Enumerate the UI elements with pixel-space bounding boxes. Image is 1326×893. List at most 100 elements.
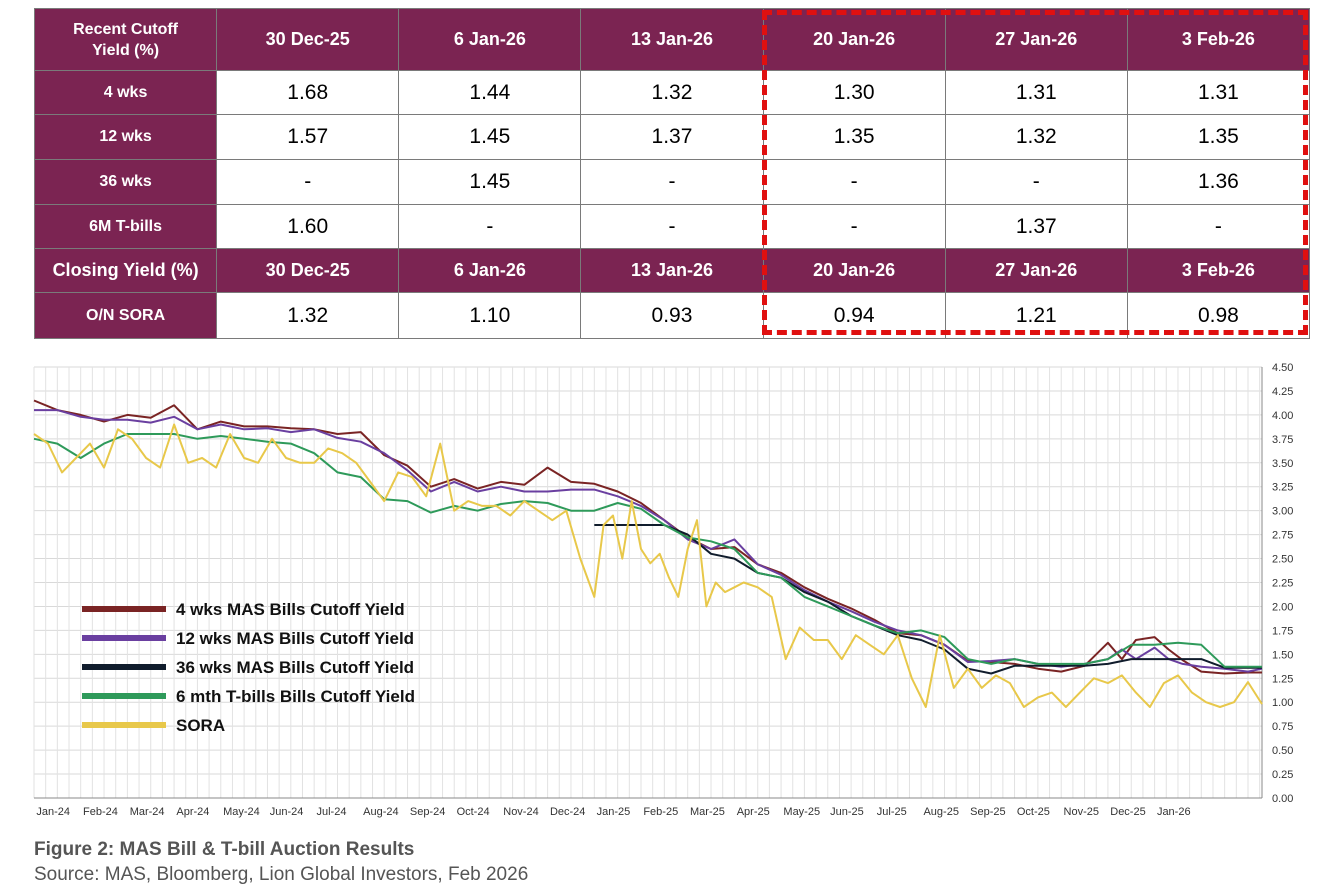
row-label: O/N SORA (33, 292, 218, 339)
header-date: 13 Jan-26 (580, 8, 764, 71)
table-row: 6M T-bills 1.60 - - - 1.37 - (33, 204, 1311, 249)
table-cell: 1.32 (944, 114, 1128, 160)
x-tick-label: Aug-25 (923, 806, 958, 818)
series-line-4 (33, 423, 1263, 708)
x-tick-label: Sep-25 (970, 806, 1005, 818)
y-tick-label: 2.00 (1272, 601, 1293, 613)
header-date: 13 Jan-26 (580, 248, 764, 293)
x-tick-label: Sep-24 (410, 806, 445, 818)
y-tick-label: 0.75 (1272, 721, 1293, 733)
yield-table: Recent Cutoff Yield (%) 30 Dec-25 6 Jan-… (33, 8, 1311, 339)
y-tick-label: 3.25 (1272, 482, 1293, 494)
x-tick-label: Aug-24 (363, 806, 398, 818)
x-tick-label: Jan-25 (597, 806, 631, 818)
table-cell: 1.21 (944, 292, 1128, 339)
table-cell: 1.30 (762, 70, 946, 115)
y-tick-label: 4.25 (1272, 386, 1293, 398)
y-tick-label: 1.00 (1272, 697, 1293, 709)
y-tick-label: 2.25 (1272, 578, 1293, 590)
table-cell: 1.31 (944, 70, 1128, 115)
y-tick-label: 1.25 (1272, 673, 1293, 685)
x-tick-label: Feb-24 (83, 806, 118, 818)
x-tick-label: Jun-24 (270, 806, 304, 818)
x-tick-label: Nov-25 (1064, 806, 1099, 818)
table-cell: 1.35 (1126, 114, 1311, 160)
header-date: 20 Jan-26 (762, 8, 946, 71)
legend-label: 36 wks MAS Bills Cutoff Yield (176, 658, 414, 677)
header-date: 6 Jan-26 (398, 248, 582, 293)
x-tick-label: Jul-24 (316, 806, 346, 818)
table-cell: - (398, 204, 582, 249)
row-label: 36 wks (33, 159, 218, 205)
y-tick-label: 1.50 (1272, 649, 1293, 661)
x-tick-label: Feb-25 (643, 806, 678, 818)
x-tick-label: May-24 (223, 806, 260, 818)
figure-title: Figure 2: MAS Bill & T-bill Auction Resu… (34, 839, 415, 860)
header-date: 3 Feb-26 (1126, 8, 1311, 71)
table-cell: 1.31 (1126, 70, 1311, 115)
table-cell: 1.10 (398, 292, 582, 339)
y-tick-label: 4.50 (1272, 362, 1293, 374)
table-cell: 1.32 (580, 70, 764, 115)
y-tick-label: 3.75 (1272, 434, 1293, 446)
table-row: 4 wks 1.68 1.44 1.32 1.30 1.31 1.31 (33, 70, 1311, 115)
x-tick-label: Oct-24 (457, 806, 490, 818)
x-tick-label: Oct-25 (1017, 806, 1050, 818)
table-cell: 1.45 (398, 159, 582, 205)
table-row: O/N SORA 1.32 1.10 0.93 0.94 1.21 0.98 (33, 292, 1311, 339)
x-tick-label: Apr-25 (737, 806, 770, 818)
axes: 4.50 4.25 4.00 3.75 3.50 3.25 3.00 2.75 2.50 2.25… (34, 362, 1293, 818)
header-date: 6 Jan-26 (398, 8, 582, 71)
x-tick-label: Mar-25 (690, 806, 725, 818)
x-tick-label: Jun-25 (830, 806, 864, 818)
y-tick-label: 3.50 (1272, 458, 1293, 470)
table-cell: 1.32 (216, 292, 400, 339)
table-cell: - (580, 204, 764, 249)
table-row: 12 wks 1.57 1.45 1.37 1.35 1.32 1.35 (33, 114, 1311, 160)
header-date: 27 Jan-26 (944, 248, 1128, 293)
table-cell: 1.37 (580, 114, 764, 160)
gridlines (33, 366, 1262, 799)
header-date: 30 Dec-25 (216, 248, 400, 293)
table-cell: 1.35 (762, 114, 946, 160)
table-cell: 0.98 (1126, 292, 1311, 339)
row-label: 12 wks (33, 114, 218, 160)
x-tick-label: Mar-24 (130, 806, 165, 818)
y-tick-label: 2.50 (1272, 554, 1293, 566)
series-lines (33, 399, 1263, 708)
x-tick-label: Jan-26 (1157, 806, 1191, 818)
table-cell: 1.68 (216, 70, 400, 115)
table-cell: 1.45 (398, 114, 582, 160)
series-line-2 (594, 524, 1262, 675)
series-line-3 (33, 433, 1262, 668)
y-tick-label: 0.00 (1272, 793, 1293, 805)
header-corner-line-1: Recent Cutoff (73, 20, 179, 38)
legend-label: SORA (176, 716, 225, 735)
line-chart: 4.50 4.25 4.00 3.75 3.50 3.25 3.00 2.75 2.50 2.25… (33, 362, 1293, 818)
table-cell: - (580, 159, 764, 205)
table-cell: 0.93 (580, 292, 764, 339)
header-corner-cell: Recent Cutoff Yield (%) (33, 8, 218, 71)
y-tick-label: 0.25 (1272, 769, 1293, 781)
legend-label: 12 wks MAS Bills Cutoff Yield (176, 629, 414, 648)
table-cell: 1.37 (944, 204, 1128, 249)
table-cell: - (216, 159, 400, 205)
x-tick-label: Dec-24 (550, 806, 585, 818)
y-tick-label: 2.75 (1272, 530, 1293, 542)
header-corner-line-2: Yield (%) (92, 41, 160, 59)
table-header-row: Recent Cutoff Yield (%) 30 Dec-25 6 Jan-… (33, 8, 1311, 71)
x-tick-label: Nov-24 (503, 806, 538, 818)
table-cell: - (762, 159, 946, 205)
closing-yield-header: Closing Yield (%) (33, 248, 218, 293)
y-tick-label: 0.50 (1272, 745, 1293, 757)
table-cell: 1.44 (398, 70, 582, 115)
x-tick-label: Jul-25 (877, 806, 907, 818)
table-cell: 0.94 (762, 292, 946, 339)
table-cell: - (944, 159, 1128, 205)
table-row: 36 wks - 1.45 - - - 1.36 (33, 159, 1311, 205)
row-label: 4 wks (33, 70, 218, 115)
figure-source: Source: MAS, Bloomberg, Lion Global Inve… (34, 864, 529, 885)
header-date: 27 Jan-26 (944, 8, 1128, 71)
x-tick-label: Dec-25 (1110, 806, 1145, 818)
header-date: 20 Jan-26 (762, 248, 946, 293)
